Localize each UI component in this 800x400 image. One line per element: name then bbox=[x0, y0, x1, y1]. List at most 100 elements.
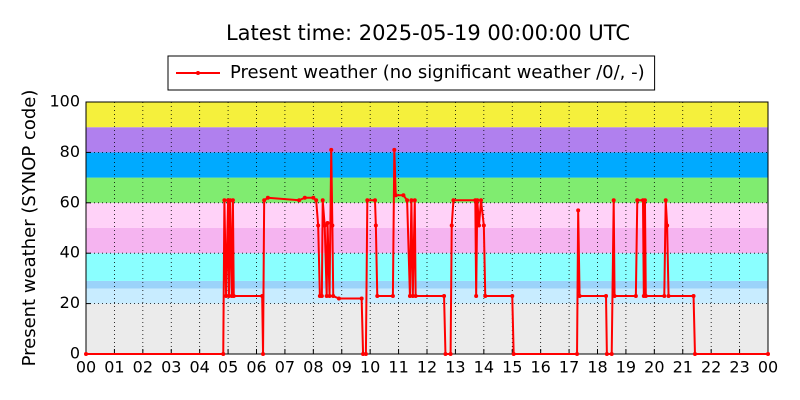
x-tick-label: 01 bbox=[104, 358, 124, 377]
x-tick-label: 23 bbox=[729, 358, 749, 377]
data-point bbox=[413, 294, 418, 299]
data-point bbox=[375, 294, 380, 299]
data-point bbox=[483, 294, 488, 299]
x-tick-label: 21 bbox=[673, 358, 693, 377]
chart-title: Latest time: 2025-05-19 00:00:00 UTC bbox=[226, 21, 630, 45]
x-tick-label: 18 bbox=[587, 358, 607, 377]
data-point bbox=[359, 296, 364, 301]
data-point bbox=[448, 352, 453, 356]
data-point bbox=[633, 294, 638, 299]
x-tick-label: 03 bbox=[161, 358, 181, 377]
x-tick-label: 19 bbox=[616, 358, 636, 377]
data-point bbox=[443, 352, 448, 356]
y-tick-label: 40 bbox=[60, 243, 80, 262]
x-tick-label: 15 bbox=[502, 358, 522, 377]
data-point bbox=[372, 198, 377, 203]
x-tick-label: 17 bbox=[559, 358, 579, 377]
data-point bbox=[609, 352, 614, 356]
x-tick-label: 08 bbox=[303, 358, 323, 377]
data-point bbox=[642, 198, 647, 203]
data-point bbox=[474, 294, 479, 299]
data-point bbox=[311, 195, 316, 200]
data-point bbox=[228, 198, 233, 203]
data-point bbox=[635, 198, 640, 203]
data-point bbox=[477, 223, 482, 228]
legend-marker bbox=[196, 71, 200, 75]
data-point bbox=[576, 208, 581, 213]
data-point bbox=[604, 294, 609, 299]
x-tick-label: 12 bbox=[417, 358, 437, 377]
data-point bbox=[481, 223, 486, 228]
data-point bbox=[475, 198, 480, 203]
data-point bbox=[226, 294, 231, 299]
background-band bbox=[86, 152, 768, 178]
x-tick-label: 09 bbox=[332, 358, 352, 377]
data-point bbox=[336, 296, 341, 301]
data-point bbox=[327, 294, 332, 299]
data-point bbox=[407, 294, 412, 299]
data-point bbox=[666, 294, 671, 299]
data-point bbox=[691, 294, 696, 299]
y-tick-label: 0 bbox=[70, 344, 80, 363]
data-point bbox=[612, 294, 617, 299]
data-point bbox=[410, 294, 415, 299]
data-point bbox=[604, 352, 609, 356]
plot-frame bbox=[85, 101, 769, 355]
x-tick-label: 13 bbox=[445, 358, 465, 377]
data-point bbox=[224, 294, 229, 299]
data-point bbox=[319, 294, 324, 299]
background-band bbox=[86, 303, 768, 354]
x-tick-label: 07 bbox=[275, 358, 295, 377]
data-point bbox=[393, 193, 398, 198]
data-point bbox=[261, 352, 266, 356]
data-point bbox=[575, 352, 580, 356]
data-point bbox=[221, 352, 226, 356]
x-tick-label: 02 bbox=[133, 358, 153, 377]
data-point bbox=[260, 294, 265, 299]
data-point bbox=[365, 198, 370, 203]
x-tick-label: 04 bbox=[189, 358, 209, 377]
data-point bbox=[409, 198, 414, 203]
data-point bbox=[230, 198, 235, 203]
data-point bbox=[442, 294, 447, 299]
x-tick-label: 06 bbox=[246, 358, 266, 377]
background-band bbox=[86, 280, 768, 289]
data-point bbox=[329, 147, 334, 152]
data-point bbox=[231, 294, 236, 299]
data-point bbox=[222, 198, 227, 203]
data-point bbox=[320, 198, 325, 203]
y-tick-label: 100 bbox=[49, 92, 80, 111]
data-line bbox=[86, 149, 768, 355]
data-point bbox=[373, 223, 378, 228]
background-band bbox=[86, 228, 768, 254]
y-tick-label: 80 bbox=[60, 142, 80, 161]
data-point bbox=[511, 352, 516, 356]
data-point bbox=[577, 294, 582, 299]
data-point bbox=[766, 352, 770, 356]
x-tick-label: 05 bbox=[218, 358, 238, 377]
data-point bbox=[361, 352, 366, 356]
data-point bbox=[324, 294, 329, 299]
data-point bbox=[84, 352, 88, 356]
data-point bbox=[316, 223, 321, 228]
data-point bbox=[314, 198, 319, 203]
data-point bbox=[663, 198, 668, 203]
data-point bbox=[262, 198, 267, 203]
y-axis-label: Present weather (SYNOP code) bbox=[19, 90, 40, 367]
x-tick-label: 14 bbox=[474, 358, 494, 377]
x-tick-label: 10 bbox=[360, 358, 380, 377]
data-point bbox=[662, 294, 667, 299]
data-point bbox=[322, 223, 327, 228]
data-point bbox=[611, 198, 616, 203]
data-point bbox=[692, 352, 697, 356]
data-point bbox=[405, 198, 410, 203]
background-band bbox=[86, 127, 768, 153]
x-tick-label: 16 bbox=[530, 358, 550, 377]
data-point bbox=[392, 147, 397, 152]
background-band bbox=[86, 253, 768, 281]
data-point bbox=[330, 223, 335, 228]
data-point bbox=[302, 195, 307, 200]
data-point bbox=[510, 294, 515, 299]
data-point bbox=[325, 220, 330, 225]
